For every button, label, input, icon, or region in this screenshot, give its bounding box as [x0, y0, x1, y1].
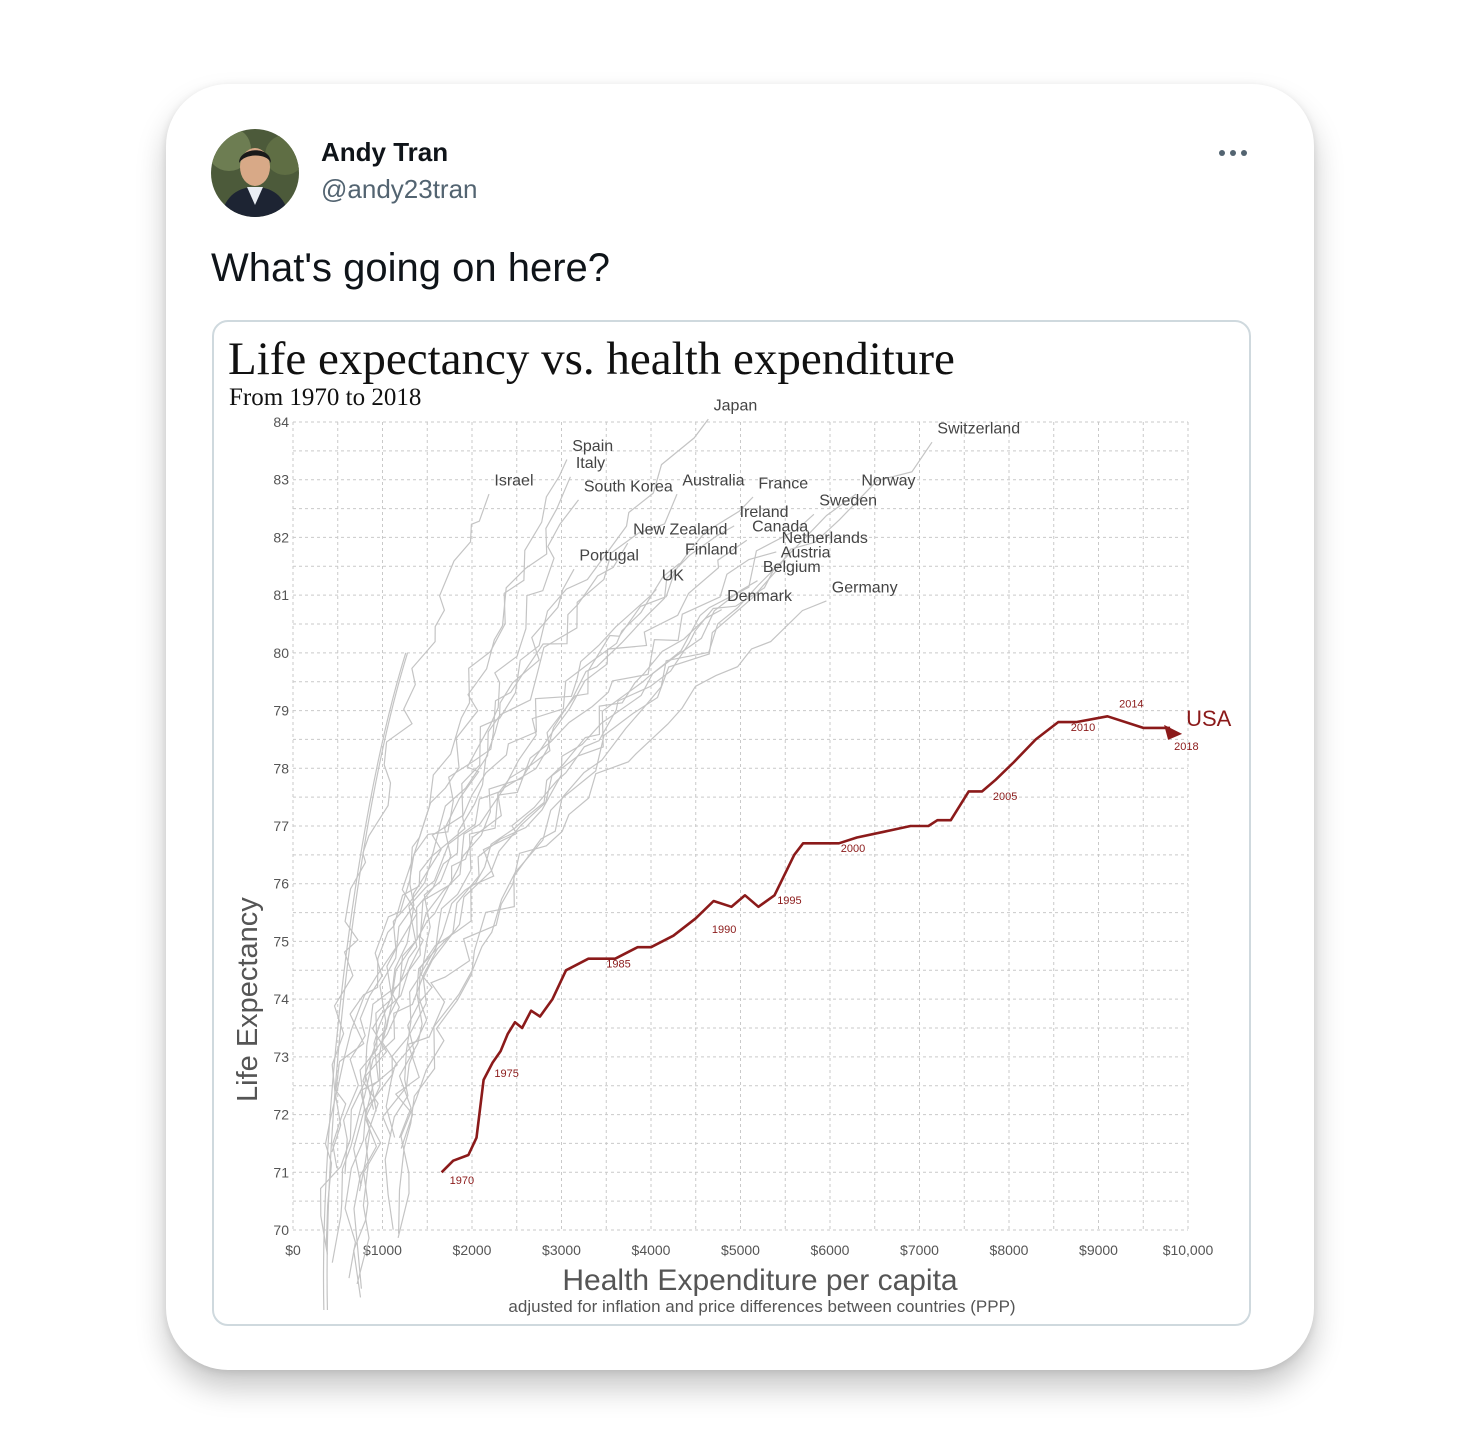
country-series-line: [319, 562, 680, 1255]
country-label: Norway: [861, 472, 915, 489]
y-tick-label: 84: [273, 414, 289, 430]
country-series-line: [398, 496, 754, 1139]
country-label: Austria: [781, 545, 831, 562]
country-label: New Zealand: [633, 522, 727, 539]
country-label: Israel: [494, 472, 533, 489]
country-label: France: [758, 475, 808, 492]
country-label: Finland: [685, 542, 737, 559]
country-series-line: [397, 493, 857, 1239]
y-tick-label: 83: [273, 472, 289, 488]
usa-year-label: 1990: [712, 924, 736, 936]
chart-title: Life expectancy vs. health expenditure: [228, 333, 955, 385]
more-options-button[interactable]: [1212, 136, 1254, 170]
country-series-line: [353, 568, 575, 1298]
country-label: Sweden: [819, 493, 877, 510]
usa-year-label: 2005: [993, 791, 1017, 803]
y-tick-label: 75: [273, 933, 289, 949]
y-tick-label: 70: [273, 1222, 289, 1238]
country-series-line: [324, 493, 678, 1248]
y-tick-label: 79: [273, 703, 289, 719]
chart-ticks: $0 $1000 $2000 $3000 $4000 $5000 $6000 $7000 $80…: [273, 414, 1213, 1258]
usa-year-label: 2014: [1119, 699, 1143, 711]
x-tick-label: $0: [285, 1242, 301, 1258]
y-tick-label: 77: [273, 818, 289, 834]
country-label: Germany: [832, 579, 898, 596]
country-label: Belgium: [763, 559, 821, 576]
country-label: Spain: [572, 438, 613, 455]
y-tick-label: 71: [273, 1164, 289, 1180]
country-series-line: [331, 580, 758, 1263]
country-series-line: [344, 513, 815, 1279]
country-label: UK: [662, 568, 685, 585]
country-label: Denmark: [727, 588, 793, 605]
country-series-line: [365, 551, 777, 1110]
author-name[interactable]: Andy Tran: [321, 137, 449, 167]
country-series-line: [369, 539, 748, 1112]
more-horizontal-icon: [1219, 150, 1247, 156]
x-tick-label: $8000: [990, 1242, 1029, 1258]
chart-grid: [292, 421, 1189, 1231]
country-label: Japan: [714, 397, 758, 414]
usa-series-line: [440, 715, 1171, 1174]
usa-series: 1970 1975 1985 1990 1995 2000 2005 2010 2014 USA 2…: [440, 699, 1232, 1187]
country-series-line: [322, 652, 407, 1311]
x-tick-label: $3000: [542, 1242, 581, 1258]
y-tick-label: 80: [273, 645, 289, 661]
country-series-line: [385, 566, 776, 1138]
background-country-lines: [319, 418, 933, 1311]
chart-subtitle: From 1970 to 2018: [229, 384, 421, 411]
country-series-line: [353, 418, 709, 1187]
country-series-line: [394, 600, 827, 1149]
tweet-media-chart[interactable]: Life expectancy vs. health expenditure F…: [212, 320, 1251, 1326]
y-tick-label: 82: [273, 529, 289, 545]
usa-arrow-head: [1164, 724, 1183, 740]
x-axis-note: adjusted for inflation and price differe…: [508, 1297, 1015, 1316]
country-label: South Korea: [584, 478, 673, 495]
x-tick-label: $9000: [1079, 1242, 1118, 1258]
y-tick-label: 81: [273, 587, 289, 603]
avatar[interactable]: [211, 129, 299, 217]
country-label: Ireland: [740, 504, 789, 521]
country-series-line: [356, 476, 571, 1285]
tweet-text: What's going on here?: [211, 246, 611, 290]
x-tick-label: $6000: [811, 1242, 850, 1258]
country-series-line: [331, 493, 490, 1153]
country-label: Netherlands: [782, 530, 868, 547]
usa-end-year-label: 2018: [1174, 741, 1198, 753]
y-tick-label: 72: [273, 1107, 289, 1123]
usa-end-label: USA: [1186, 706, 1232, 731]
author-handle[interactable]: @andy23tran: [321, 174, 478, 204]
usa-year-label: 1970: [450, 1175, 474, 1187]
x-tick-label: $5000: [721, 1242, 760, 1258]
country-series-line: [332, 588, 657, 1169]
usa-year-label: 1985: [606, 958, 630, 970]
country-label: Portugal: [579, 548, 639, 565]
usa-year-label: 2000: [841, 843, 865, 855]
country-label: Canada: [752, 519, 808, 536]
x-axis-label: Health Expenditure per capita: [562, 1264, 958, 1297]
country-series-line: [384, 499, 579, 1230]
usa-year-label: 1995: [777, 895, 801, 907]
country-series-line: [342, 542, 629, 1175]
country-label: Italy: [576, 455, 605, 472]
x-tick-label: $10,000: [1163, 1242, 1214, 1258]
country-series-line: [359, 525, 735, 1192]
country-series-line: [326, 652, 409, 1311]
x-tick-label: $4000: [632, 1242, 671, 1258]
usa-year-label: 1975: [494, 1068, 518, 1080]
chart: Life expectancy vs. health expenditure F…: [228, 333, 1232, 1316]
y-tick-label: 78: [273, 760, 289, 776]
country-label: Australia: [682, 472, 744, 489]
y-tick-label: 73: [273, 1049, 289, 1065]
y-tick-label: 74: [273, 991, 289, 1007]
x-tick-label: $1000: [363, 1242, 402, 1258]
x-tick-label: $7000: [900, 1242, 939, 1258]
country-label: Switzerland: [937, 421, 1020, 438]
usa-year-label: 2010: [1071, 722, 1095, 734]
country-series-line: [382, 609, 722, 1137]
y-tick-label: 76: [273, 876, 289, 892]
y-axis-label: Life Expectancy: [232, 897, 264, 1102]
x-tick-label: $2000: [453, 1242, 492, 1258]
